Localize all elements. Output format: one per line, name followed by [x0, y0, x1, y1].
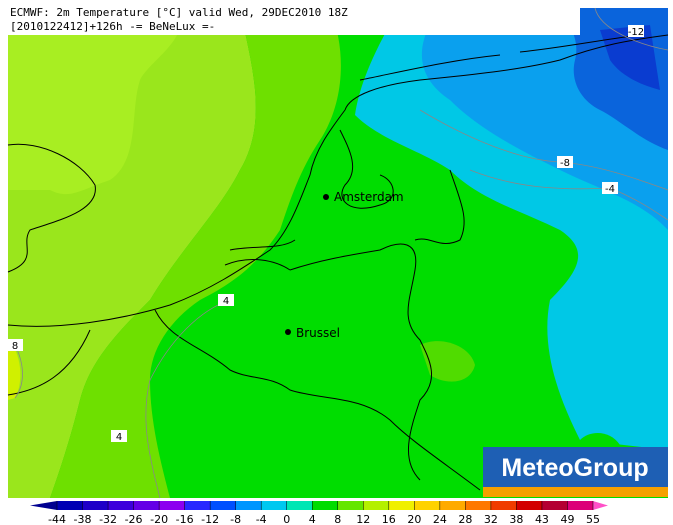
colorbar-segment: [235, 501, 262, 510]
colorbar-segment: [541, 501, 568, 510]
coastline: [224, 239, 296, 271]
colorbar-segment: [286, 501, 313, 510]
colorbar-segment: [439, 501, 466, 510]
colorbar-segment: [490, 501, 517, 510]
city-label: Amsterdam: [334, 190, 404, 204]
isoline: [145, 299, 231, 499]
colorbar-segment: [57, 501, 84, 510]
colorbar-label: 20: [407, 513, 421, 525]
colorbar: -44 -38 -32 -26 -20 -16 -12 -8 -4 0 4 8 12 16 20 24 28 32…: [30, 501, 608, 525]
colorbar-segment: [516, 501, 543, 510]
colorbar-label: -8: [230, 513, 241, 525]
region-mild: [50, 8, 341, 498]
colorbar-segment: [388, 501, 415, 510]
contour-label-box: [111, 430, 127, 442]
region-spot: [420, 341, 475, 382]
city-label: Brussel: [296, 326, 340, 340]
region-core: [600, 25, 660, 90]
colorbar-label: 43: [535, 513, 549, 525]
border: [414, 169, 465, 245]
colorbar-label: 32: [484, 513, 498, 525]
isoline: [594, 7, 669, 51]
contour-label-box: [7, 339, 23, 351]
coastline: [7, 143, 96, 273]
colorbar-label: -12: [201, 513, 219, 525]
logo-stripe: [483, 487, 668, 497]
colorbar-label: -16: [176, 513, 194, 525]
colorbar-label: 24: [433, 513, 447, 525]
contour-label: 4: [223, 296, 229, 307]
border: [289, 243, 433, 481]
borders: [154, 169, 481, 491]
contour-label-box: [218, 294, 234, 306]
colorbar-segment: [567, 501, 594, 510]
contour-label: 4: [116, 432, 122, 443]
logo: MeteoGroup: [483, 447, 668, 497]
colorbar-label: -20: [150, 513, 168, 525]
colorbar-segment: [261, 501, 288, 510]
coastline: [339, 129, 394, 209]
logo-text: MeteoGroup: [501, 454, 648, 482]
colorbar-label: 16: [382, 513, 396, 525]
colorbar-segment: [108, 501, 135, 510]
contour-label-box: [628, 25, 644, 37]
colorbar-segment: [210, 501, 237, 510]
colorbar-segment: [184, 501, 211, 510]
border: [154, 309, 481, 491]
colorbar-label: -38: [74, 513, 92, 525]
city-marker: [285, 329, 291, 335]
colorbar-label: 49: [560, 513, 574, 525]
colorbar-segment: [82, 501, 109, 510]
contour-label: -4: [605, 184, 615, 195]
colorbar-arrow: [30, 501, 57, 510]
colorbar-label: 38: [509, 513, 523, 525]
colorbar-segment: [159, 501, 186, 510]
colorbar-label: -32: [99, 513, 117, 525]
colorbar-label: 55: [586, 513, 600, 525]
header-box: [8, 5, 580, 35]
colorbar-label: -44: [48, 513, 66, 525]
colorbar-segment: [465, 501, 492, 510]
colorbar-label: -4: [256, 513, 267, 525]
logo-box: [483, 447, 668, 487]
colorbar-arrow: [593, 501, 608, 510]
colorbar-label: 28: [458, 513, 472, 525]
contour-labels: -12 -8 -4 4 8 4: [7, 25, 644, 443]
contour-label-box: [557, 156, 573, 168]
coastline: [7, 34, 669, 327]
contour-label-box: [602, 182, 618, 194]
colorbar-label: 4: [309, 513, 316, 525]
header-line: [2010122412]+126h -= BeNeLux =-: [10, 20, 215, 33]
colorbar-segment: [133, 501, 160, 510]
colorbar-label: 8: [334, 513, 341, 525]
region-warmest: [8, 8, 182, 195]
contour-label: -8: [560, 158, 570, 169]
city-marker: [323, 194, 329, 200]
colorbar-label: 12: [356, 513, 370, 525]
colorbar-segment: [312, 501, 339, 510]
region-warm-spot: [8, 340, 21, 400]
contour-label: -12: [628, 27, 644, 38]
contour-label: 8: [12, 341, 18, 352]
colorbar-label: 0: [283, 513, 290, 525]
colorbar-segment: [337, 501, 364, 510]
colorbar-segment: [363, 501, 390, 510]
map: [7, 7, 669, 499]
colorbar-segment: [414, 501, 441, 510]
colorbar-label: -26: [125, 513, 143, 525]
header-line: ECMWF: 2m Temperature [°C] valid Wed, 29…: [10, 6, 348, 19]
